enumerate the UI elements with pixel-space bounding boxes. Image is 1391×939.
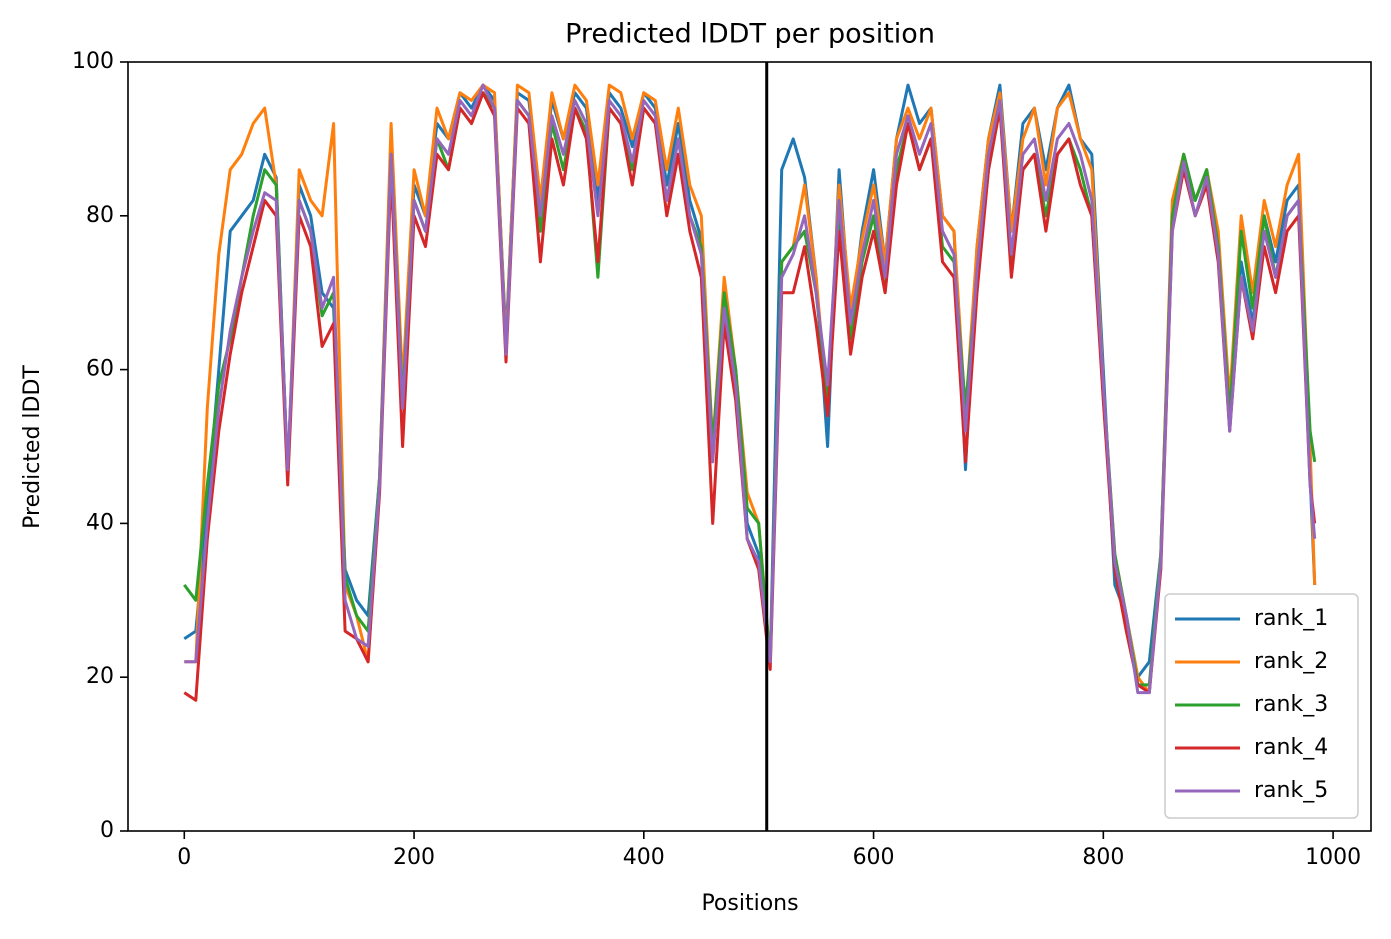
legend-label: rank_3	[1254, 692, 1328, 717]
y-tick-label: 100	[72, 49, 114, 74]
chart-title: Predicted lDDT per position	[565, 19, 935, 50]
series-line	[184, 85, 1314, 677]
x-tick-label: 600	[853, 845, 895, 870]
chart: Predicted lDDT per position Positions Pr…	[0, 0, 1391, 939]
legend-label: rank_1	[1254, 606, 1328, 631]
x-axis-label: Positions	[701, 891, 798, 916]
legend-label: rank_4	[1254, 735, 1328, 760]
x-tick-label: 400	[623, 845, 665, 870]
x-tick-label: 200	[393, 845, 435, 870]
x-tick-label: 800	[1082, 845, 1124, 870]
y-tick-label: 20	[86, 664, 114, 689]
legend-label: rank_2	[1254, 649, 1328, 674]
y-tick-label: 40	[86, 510, 114, 535]
legend-label: rank_5	[1254, 778, 1328, 803]
x-tick-label: 0	[177, 845, 191, 870]
y-tick-label: 0	[100, 818, 114, 843]
y-tick-label: 60	[86, 357, 114, 382]
y-tick-label: 80	[86, 203, 114, 228]
x-tick-label: 1000	[1305, 845, 1361, 870]
y-axis-label: Predicted lDDT	[20, 365, 45, 529]
